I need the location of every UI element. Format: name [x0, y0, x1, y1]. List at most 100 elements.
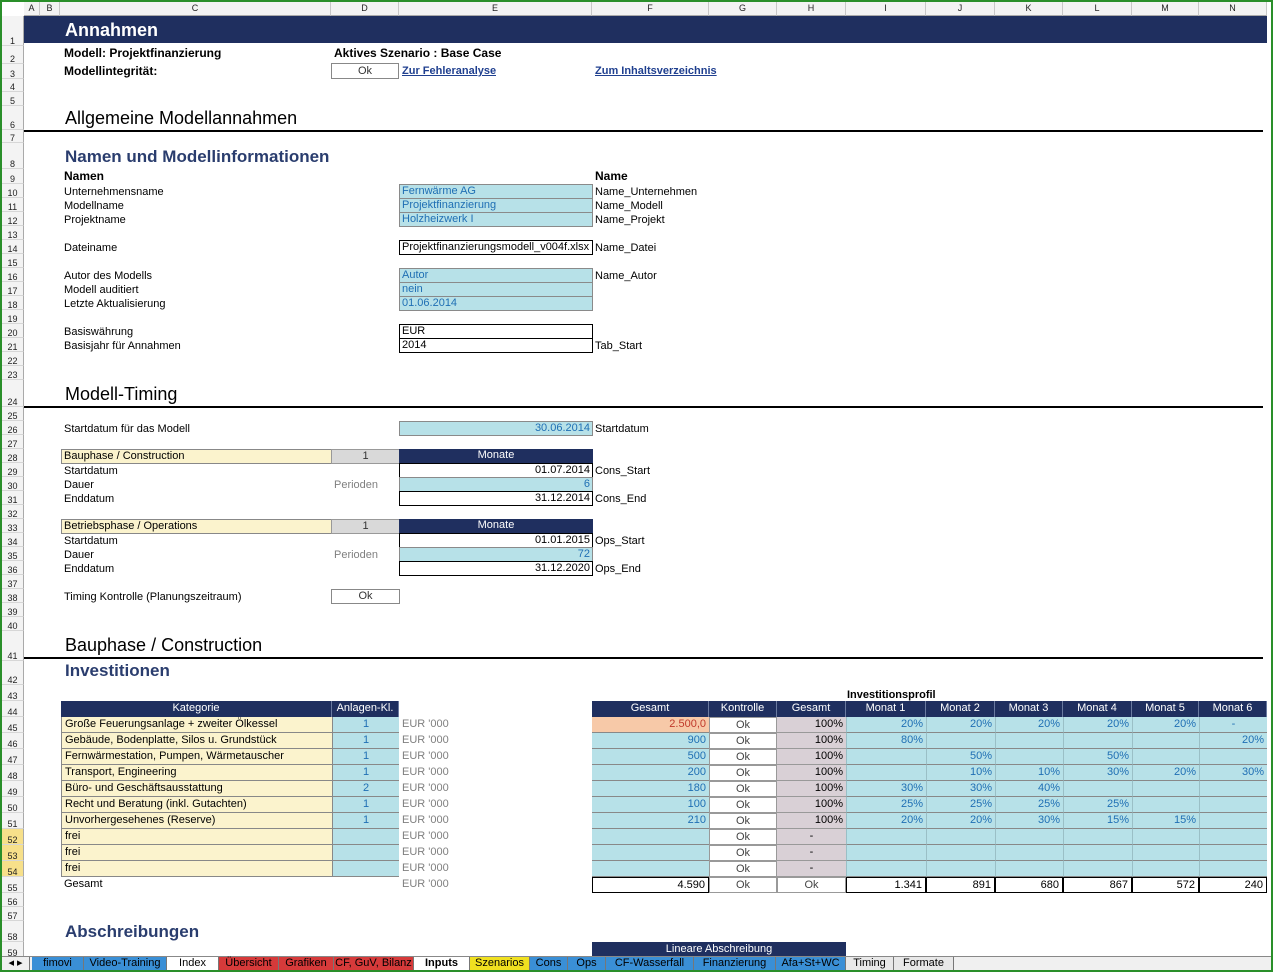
tab-10[interactable]: CF-Wasserfall: [606, 957, 694, 970]
row-header-33[interactable]: 33: [2, 519, 24, 533]
tab-7[interactable]: Szenarios: [470, 957, 530, 970]
invest-month-5[interactable]: 20%: [1132, 765, 1199, 781]
row-header-38[interactable]: 38: [2, 589, 24, 603]
invest-month-4[interactable]: 15%: [1063, 813, 1132, 829]
currency-input[interactable]: EUR: [399, 324, 593, 339]
tab-13[interactable]: Timing: [846, 957, 894, 970]
row-header-37[interactable]: 37: [2, 575, 24, 589]
tab-14[interactable]: Formate: [894, 957, 954, 970]
invest-month-3[interactable]: 30%: [995, 813, 1063, 829]
invest-class[interactable]: 1: [332, 749, 399, 765]
invest-month-5[interactable]: 20%: [1132, 717, 1199, 733]
invest-total[interactable]: 2.500,0: [592, 717, 709, 733]
row-header-24[interactable]: 24: [2, 380, 24, 407]
row-header-12[interactable]: 12: [2, 212, 24, 226]
invest-month-2[interactable]: 25%: [926, 797, 995, 813]
invest-month-3[interactable]: 25%: [995, 797, 1063, 813]
invest-month-4[interactable]: 50%: [1063, 749, 1132, 765]
column-header-N[interactable]: N: [1199, 2, 1267, 16]
invest-month-6[interactable]: [1199, 829, 1267, 845]
column-header-M[interactable]: M: [1132, 2, 1199, 16]
invest-class[interactable]: [332, 829, 399, 845]
invest-month-2[interactable]: 20%: [926, 717, 995, 733]
invest-month-5[interactable]: [1132, 749, 1199, 765]
invest-month-5[interactable]: [1132, 797, 1199, 813]
invest-month-4[interactable]: [1063, 861, 1132, 877]
row-header-2[interactable]: 2: [2, 46, 24, 64]
invest-class[interactable]: 1: [332, 813, 399, 829]
baseyear-input[interactable]: 2014: [399, 338, 593, 353]
invest-category[interactable]: frei: [61, 861, 332, 877]
row-header-4[interactable]: 4: [2, 79, 24, 92]
row-header-18[interactable]: 18: [2, 296, 24, 310]
invest-class[interactable]: 1: [332, 717, 399, 733]
invest-class[interactable]: 2: [332, 781, 399, 797]
row-header-1[interactable]: 1: [2, 16, 24, 46]
row-header-22[interactable]: 22: [2, 352, 24, 366]
column-header-H[interactable]: H: [777, 2, 846, 16]
invest-month-1[interactable]: 25%: [846, 797, 926, 813]
invest-month-2[interactable]: 10%: [926, 765, 995, 781]
invest-month-1[interactable]: [846, 749, 926, 765]
row-header-5[interactable]: 5: [2, 92, 24, 106]
invest-month-2[interactable]: 50%: [926, 749, 995, 765]
row-header-42[interactable]: 42: [2, 661, 24, 685]
tab-6[interactable]: Inputs: [414, 957, 470, 970]
invest-category[interactable]: Unvorhergesehenes (Reserve): [61, 813, 332, 829]
invest-class[interactable]: 1: [332, 765, 399, 781]
tab-12[interactable]: Afa+St+WC: [776, 957, 846, 970]
column-header-D[interactable]: D: [331, 2, 399, 16]
row-header-41[interactable]: 41: [2, 631, 24, 661]
row-header-52[interactable]: 52: [2, 829, 24, 845]
invest-category[interactable]: Recht und Beratung (inkl. Gutachten): [61, 797, 332, 813]
tab-nav-arrows[interactable]: ◂ ▸: [2, 957, 30, 970]
row-header-49[interactable]: 49: [2, 781, 24, 797]
invest-month-3[interactable]: 10%: [995, 765, 1063, 781]
invest-month-5[interactable]: [1132, 845, 1199, 861]
row-header-13[interactable]: 13: [2, 226, 24, 240]
invest-total[interactable]: [592, 829, 709, 845]
tab-8[interactable]: Cons: [530, 957, 568, 970]
tab-9[interactable]: Ops: [568, 957, 606, 970]
invest-month-5[interactable]: [1132, 861, 1199, 877]
row-header-55[interactable]: 55: [2, 877, 24, 893]
tab-3[interactable]: Übersicht: [219, 957, 279, 970]
column-header-B[interactable]: B: [40, 2, 60, 16]
row-header-43[interactable]: 43: [2, 685, 24, 701]
invest-month-1[interactable]: 20%: [846, 717, 926, 733]
invest-month-1[interactable]: [846, 765, 926, 781]
tab-5[interactable]: CF, GuV, Bilanz: [334, 957, 414, 970]
invest-month-2[interactable]: 20%: [926, 813, 995, 829]
updated-input[interactable]: 01.06.2014: [399, 296, 593, 311]
invest-month-1[interactable]: [846, 845, 926, 861]
row-header-20[interactable]: 20: [2, 324, 24, 338]
column-header-J[interactable]: J: [926, 2, 995, 16]
row-header-15[interactable]: 15: [2, 254, 24, 268]
row-header-23[interactable]: 23: [2, 366, 24, 380]
invest-month-3[interactable]: [995, 749, 1063, 765]
tab-0[interactable]: fimovi: [32, 957, 84, 970]
toc-link[interactable]: Zum Inhaltsverzeichnis: [595, 65, 717, 77]
invest-month-5[interactable]: [1132, 733, 1199, 749]
invest-category[interactable]: Gebäude, Bodenplatte, Silos u. Grundstüc…: [61, 733, 332, 749]
invest-month-5[interactable]: 15%: [1132, 813, 1199, 829]
invest-total[interactable]: 210: [592, 813, 709, 829]
invest-month-4[interactable]: 30%: [1063, 765, 1132, 781]
row-header-25[interactable]: 25: [2, 407, 24, 421]
invest-month-3[interactable]: [995, 845, 1063, 861]
invest-total[interactable]: 100: [592, 797, 709, 813]
column-header-F[interactable]: F: [592, 2, 709, 16]
invest-month-6[interactable]: [1199, 845, 1267, 861]
row-header-45[interactable]: 45: [2, 717, 24, 733]
row-header-16[interactable]: 16: [2, 268, 24, 282]
row-header-32[interactable]: 32: [2, 505, 24, 519]
invest-month-1[interactable]: 80%: [846, 733, 926, 749]
invest-month-2[interactable]: [926, 829, 995, 845]
cons-duration-input[interactable]: 6: [399, 477, 593, 492]
row-header-19[interactable]: 19: [2, 310, 24, 324]
author-input[interactable]: Autor: [399, 268, 593, 283]
row-header-36[interactable]: 36: [2, 561, 24, 575]
invest-month-2[interactable]: 30%: [926, 781, 995, 797]
invest-month-6[interactable]: 30%: [1199, 765, 1267, 781]
row-header-53[interactable]: 53: [2, 845, 24, 861]
